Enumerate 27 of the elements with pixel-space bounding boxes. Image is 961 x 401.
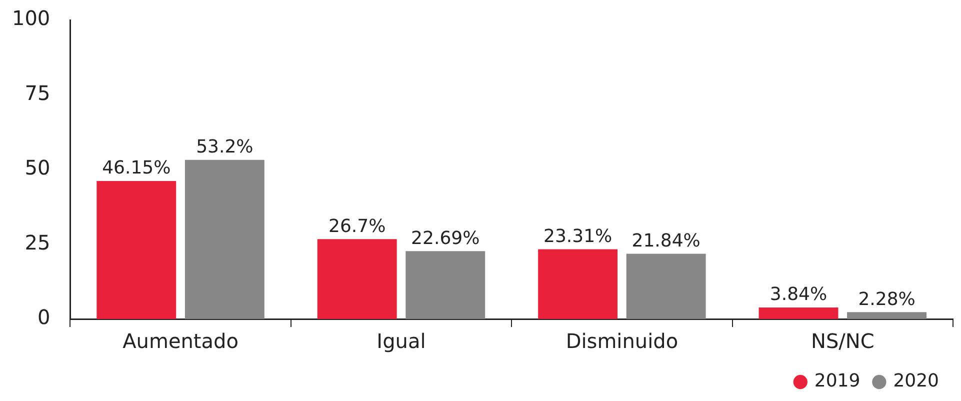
y-tick-label: 100 xyxy=(12,6,50,30)
bar xyxy=(847,312,927,319)
data-label: 23.31% xyxy=(543,226,612,247)
y-tick-label: 50 xyxy=(24,156,50,180)
bar xyxy=(184,160,264,319)
data-label: 21.84% xyxy=(632,230,700,252)
x-tick-label: Igual xyxy=(376,329,426,354)
bar xyxy=(96,181,176,319)
data-label: 53.2% xyxy=(196,136,254,158)
bar xyxy=(406,251,486,319)
legend-label: 2020 xyxy=(893,370,940,392)
x-tick-label: Disminuido xyxy=(566,329,678,354)
x-tick-label: Aumentado xyxy=(122,329,238,354)
y-tick-label: 75 xyxy=(24,80,50,105)
legend-label: 2019 xyxy=(814,370,860,392)
bar xyxy=(758,308,838,319)
x-tick-label: NS/NC xyxy=(810,329,874,354)
data-label: 3.84% xyxy=(770,284,828,306)
bar xyxy=(317,239,397,319)
data-label: 46.15% xyxy=(102,158,171,179)
bar xyxy=(538,249,618,319)
data-label: 2.28% xyxy=(858,288,916,310)
y-tick-label: 25 xyxy=(24,230,50,254)
bar xyxy=(626,254,706,319)
y-tick-label: 0 xyxy=(37,305,50,330)
data-label: 26.7% xyxy=(328,216,386,237)
data-label: 22.69% xyxy=(411,228,480,249)
